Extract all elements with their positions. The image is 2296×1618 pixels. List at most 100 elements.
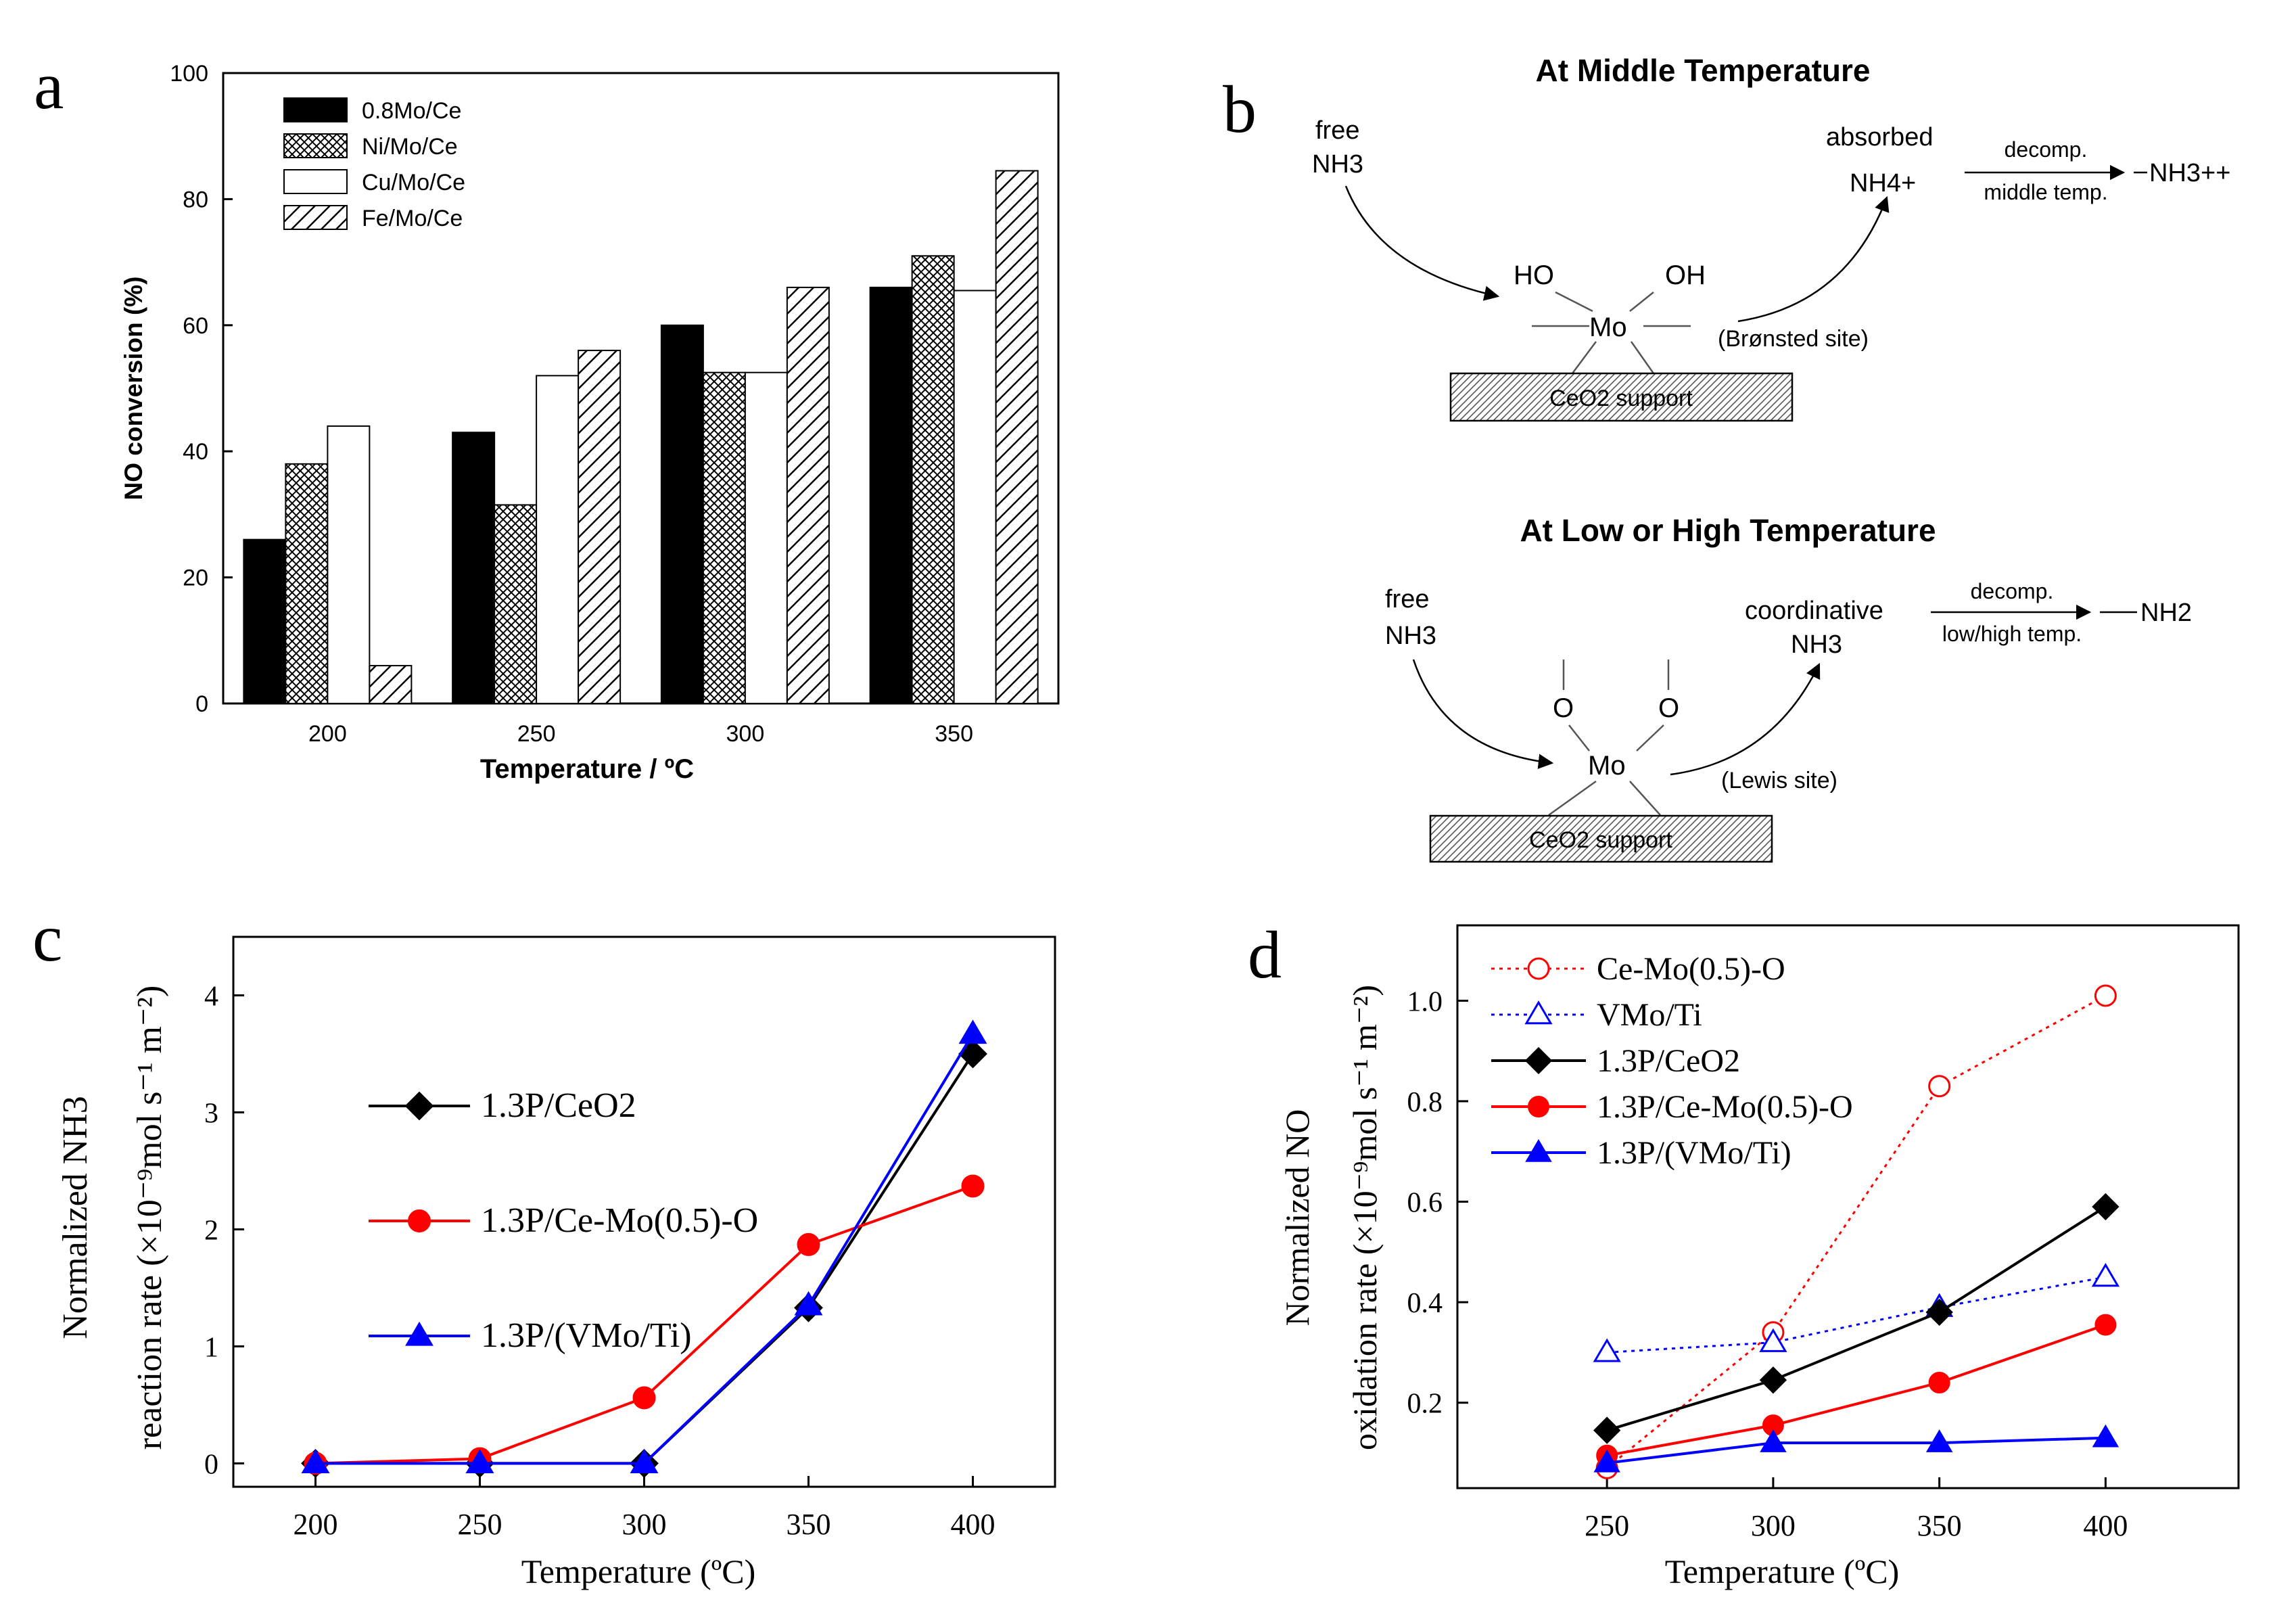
- top-ho-label: HO: [1514, 260, 1554, 290]
- panel-d-plot-series-line: [1607, 1276, 2106, 1354]
- panel-a-bar: [786, 286, 830, 704]
- panel-c-plot-legend-label: 1.3P/Ce-Mo(0.5)-O: [481, 1201, 758, 1240]
- panel-c-ylabel-2: reaction rate (×10⁻⁹mol s⁻¹ m⁻²): [131, 986, 169, 1450]
- panel-a-bar: [452, 432, 496, 704]
- top-adsorption-arrow: [1344, 185, 1500, 301]
- panel-a-ytick-label: 60: [183, 313, 208, 339]
- panel-a-legend-swatch: [283, 205, 348, 230]
- panel-a-legend-label: Fe/Mo/Ce: [362, 206, 463, 231]
- panel-d-plot-xtick-label: 250: [1585, 1509, 1629, 1542]
- panel-c-plot-data-point: [465, 1449, 494, 1474]
- panel-a-ytick-label: 0: [195, 691, 208, 717]
- panel-c-plot-xtick-label: 350: [787, 1508, 831, 1541]
- bottom-bond-support-left: [1548, 780, 1597, 816]
- panel-a-frame: [222, 72, 1060, 705]
- panel-d-plot-legend-label: 1.3P/Ce-Mo(0.5)-O: [1597, 1089, 1853, 1125]
- bottom-nh3-label: NH3: [1385, 622, 1436, 650]
- panel-d-plot-legend-marker: [1525, 1139, 1552, 1162]
- panel-a-ytick-label: 20: [183, 565, 208, 591]
- panel-d-plot-legend-marker: [1528, 1096, 1549, 1117]
- panel-a-xtick-label: 300: [726, 721, 765, 747]
- panel-a-bar: [285, 463, 329, 705]
- panel-a-xlabel: Temperature / ºC: [480, 754, 694, 784]
- bottom-bond-o-right: [1636, 724, 1664, 752]
- top-free-label: free: [1315, 116, 1359, 145]
- top-desorb-arrow: [1737, 195, 1890, 323]
- panel-d-plot-series-line: [1606, 1323, 2107, 1457]
- panel-d-plot-ytick-label: 0.2: [1407, 1389, 1443, 1420]
- panel-d-plot: 0.2 0.4 0.6 0.8 1.0 250 300 350 400 Ce-Mo(0.5)-O V…: [1407, 924, 2240, 1542]
- top-nh3-label: NH3: [1312, 150, 1363, 179]
- bottom-o-left-label: O: [1553, 693, 1574, 723]
- panel-d-plot-legend-marker: [1524, 1046, 1553, 1075]
- panel-c-plot-data-point: [632, 1386, 656, 1410]
- top-absorbed-label: absorbed: [1826, 123, 1933, 152]
- panel-a-xtick-label: 250: [517, 721, 556, 747]
- panel-a-bar: [869, 286, 913, 704]
- panel-a-bar: [744, 371, 788, 704]
- bottom-scheme-title: At Low or High Temperature: [1520, 513, 1936, 548]
- panel-d-plot-series-line: [1606, 1436, 2106, 1464]
- panel-a-bar: [243, 538, 287, 704]
- panel-c-plot-data-point: [958, 1019, 987, 1044]
- panel-c: c 0 1 2 3 4 200 250 300 350 400 1.3P/CeO2 1.3P/Ce-M…: [32, 900, 1056, 1590]
- panel-c-plot-ytick-label: 0: [204, 1449, 218, 1480]
- top-ceo2-support: [1449, 372, 1794, 422]
- panel-d-plot-legend-marker: [1524, 1000, 1553, 1025]
- panel-a-legend-swatch: [283, 169, 348, 194]
- panel-c-plot-legend-marker: [404, 1091, 434, 1121]
- panel-c-plot-ytick-label: 1: [204, 1332, 218, 1363]
- panel-a-bar: [578, 350, 622, 704]
- top-site-label: (Brønsted site): [1718, 326, 1869, 352]
- panel-a-xtick-label: 200: [308, 721, 347, 747]
- panel-d-plot-ytick-label: 1.0: [1407, 986, 1443, 1017]
- panel-a-legend-label: 0.8Mo/Ce: [362, 98, 461, 124]
- panel-a-legend-label: Cu/Mo/Ce: [362, 170, 465, 195]
- panel-a-bar: [995, 170, 1039, 704]
- panel-a-bar: [369, 665, 413, 705]
- bottom-bond-support-right: [1629, 781, 1661, 816]
- bottom-ceo2-support: [1429, 814, 1773, 863]
- panel-c-ylabel-1: Normalized NH3: [56, 1096, 95, 1339]
- panel-c-plot-data-point: [958, 1039, 987, 1069]
- bottom-free-label: free: [1385, 585, 1429, 614]
- top-product-label: NH3++: [2149, 159, 2230, 187]
- bottom-support-label: CeO2 support: [1529, 827, 1672, 853]
- panel-d-ylabel-1: Normalized NO: [1278, 1109, 1316, 1326]
- top-nh4-label: NH4+: [1850, 169, 1916, 198]
- top-scheme-title: At Middle Temperature: [1536, 53, 1871, 88]
- top-bond-support-left: [1571, 341, 1597, 374]
- panel-c-plot-legend-marker: [405, 1321, 434, 1346]
- panel-c-plot-data-point: [630, 1449, 659, 1474]
- panel-b-diagram: b At Middle Temperature free NH3 absorbe…: [1223, 53, 2230, 863]
- panel-d-plot-data-point: [1759, 1366, 1787, 1394]
- panel-c-plot-data-point: [301, 1449, 330, 1474]
- panel-a-ytick-label: 40: [183, 439, 208, 465]
- bottom-decomp-label: decomp.: [1971, 579, 2054, 603]
- panel-a-plot: 0 20 40 60 80 100 200 250 300 350 0.8Mo/Ce Ni/Mo/Ce…: [170, 61, 1060, 747]
- panel-a-legend-label: Ni/Mo/Ce: [362, 134, 458, 160]
- panel-c-plot-xtick-label: 200: [294, 1508, 338, 1541]
- panel-d-plot-legend-label: Ce-Mo(0.5)-O: [1597, 951, 1785, 987]
- panel-d-plot-legend-label: 1.3P/(VMo/Ti): [1597, 1135, 1791, 1171]
- top-bond-oh: [1629, 292, 1654, 312]
- panel-a-legend-swatch: [283, 133, 348, 158]
- panel-d-plot-series-line: [1606, 994, 2107, 1469]
- panel-a-ytick-label: 80: [183, 187, 208, 212]
- panel-d-plot-series-line: [1606, 1205, 2107, 1432]
- panel-d-plot-ytick-label: 0.6: [1407, 1188, 1443, 1219]
- panel-d-plot-data-point: [2092, 1424, 2119, 1448]
- panel-c-xlabel: Temperature (ºC): [521, 1552, 756, 1590]
- bottom-mo-label: Mo: [1588, 751, 1626, 781]
- panel-c-plot-ytick-label: 2: [204, 1215, 218, 1246]
- panel-a-ytick-label: 100: [170, 61, 208, 87]
- panel-c-plot-xtick-label: 300: [622, 1508, 667, 1541]
- bottom-desorb-arrow: [1670, 662, 1821, 776]
- panel-a: a 0 20 40 60 80 100 200 250 300 350 0.8Mo/Ce Ni/Mo/…: [34, 48, 1060, 784]
- top-bond-ho: [1555, 291, 1593, 313]
- panel-d-plot-data-point: [1760, 1429, 1787, 1452]
- panel-letter-b: b: [1223, 72, 1257, 147]
- panel-d-plot-ytick-label: 0.8: [1407, 1087, 1443, 1118]
- panel-c-plot: 0 1 2 3 4 200 250 300 350 400 1.3P/CeO2 1.3P/Ce-Mo(…: [204, 935, 1056, 1541]
